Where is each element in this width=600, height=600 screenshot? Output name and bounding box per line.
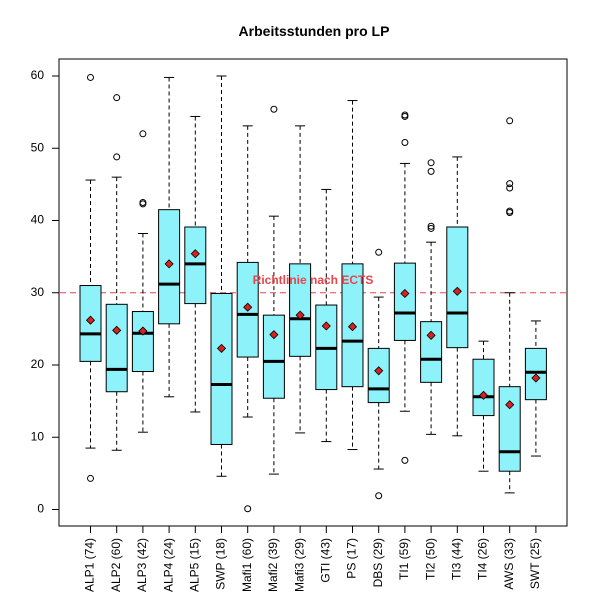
mean-marker: [243, 302, 253, 312]
mean-marker: [190, 249, 200, 259]
outlier-point: [270, 105, 278, 113]
box-iqr: [289, 263, 312, 357]
x-tick-label: TI1 (59): [397, 538, 411, 580]
box-iqr: [210, 292, 233, 445]
chart-title: Arbeitsstunden pro LP: [239, 23, 390, 39]
x-tick-label: ALP2 (60): [109, 538, 123, 592]
mean-marker: [85, 315, 96, 325]
mean-marker: [426, 330, 436, 340]
y-tick-label: 10: [31, 429, 45, 443]
x-tick-label: SWP (18): [214, 538, 228, 590]
mean-marker: [216, 343, 227, 353]
y-tick-label: 60: [31, 68, 45, 82]
mean-marker: [478, 390, 489, 400]
outlier-point: [506, 117, 514, 125]
outlier-point: [139, 130, 147, 138]
box-3: [131, 130, 154, 433]
y-tick-label: 50: [31, 140, 45, 154]
outlier-point: [401, 456, 409, 464]
x-tick-label: Mafi2 (39): [266, 538, 280, 592]
reference-line-label: Richtlinie nach ECTS: [253, 273, 374, 287]
y-tick-label: 20: [31, 357, 45, 371]
x-tick-label: ALP5 (15): [187, 538, 201, 592]
y-axis: 0 10 20 30 40 50 60: [31, 68, 60, 516]
y-tick-label: 30: [31, 285, 45, 299]
mean-marker: [347, 322, 358, 332]
mean-marker: [452, 286, 462, 296]
x-axis: ALP1 (74) ALP2 (60) ALP3 (42) ALP4 (24) ALP5…: [83, 525, 542, 592]
box-6: [210, 75, 233, 477]
x-tick-label: PS (17): [345, 538, 359, 579]
box-17: [498, 117, 521, 494]
outlier-point: [375, 248, 383, 256]
x-tick-label: TI4 (26): [476, 538, 490, 580]
outlier-point: [113, 153, 121, 161]
outlier-point: [401, 111, 409, 119]
mean-marker: [138, 326, 148, 336]
x-tick-label: ALP1 (74): [83, 538, 97, 592]
mean-marker: [295, 310, 305, 320]
outlier-point: [427, 167, 435, 175]
box-18: [524, 320, 547, 457]
x-tick-label: TI3 (44): [449, 538, 463, 580]
y-tick-label: 0: [37, 502, 44, 516]
box-iqr: [420, 321, 443, 383]
mean-marker: [531, 373, 541, 383]
x-tick-label: SWT (25): [528, 538, 542, 589]
y-tick-label: 40: [31, 213, 45, 227]
box-5: [184, 115, 207, 413]
box-11: [341, 100, 364, 451]
box-9: [289, 125, 312, 434]
outlier-point: [244, 505, 252, 513]
box-iqr: [393, 262, 416, 341]
box-iqr: [262, 314, 285, 399]
box-iqr: [472, 358, 495, 417]
x-tick-label: ALP4 (24): [161, 538, 175, 592]
outlier-point: [87, 474, 94, 482]
x-tick-label: AWS (33): [502, 538, 516, 590]
outlier-point: [427, 222, 435, 230]
x-tick-label: Mafi3 (29): [292, 538, 306, 592]
mean-marker: [321, 321, 331, 331]
x-tick-label: ALP3 (42): [135, 538, 149, 592]
mean-marker: [505, 400, 515, 410]
box-13: [393, 111, 416, 464]
box-14: [420, 159, 443, 435]
outlier-point: [427, 159, 435, 167]
box-15: [446, 156, 469, 437]
outlier-point: [87, 73, 94, 81]
mean-marker: [112, 325, 122, 335]
box-12: [367, 248, 390, 500]
outlier-point: [506, 184, 514, 192]
x-tick-label: Mafi1 (60): [240, 538, 254, 592]
boxes-group: [79, 73, 547, 513]
outlier-point: [506, 209, 514, 217]
outlier-point: [139, 200, 147, 208]
x-tick-label: TI2 (50): [423, 538, 437, 580]
box-10: [315, 188, 338, 443]
x-tick-label: GTI (43): [318, 538, 332, 583]
outlier-point: [427, 224, 435, 232]
mean-marker: [164, 259, 174, 269]
box-16: [472, 340, 495, 472]
box-8: [262, 105, 285, 475]
box-iqr: [367, 347, 390, 404]
outlier-point: [375, 492, 383, 500]
outlier-point: [113, 94, 121, 102]
box-iqr: [105, 303, 128, 393]
outlier-point: [401, 138, 409, 146]
mean-marker: [374, 366, 384, 376]
box-7: [236, 125, 259, 513]
box-2: [105, 94, 128, 451]
x-tick-label: DBS (29): [371, 538, 385, 587]
box-4: [158, 76, 181, 398]
mean-marker: [269, 330, 279, 340]
box-iqr: [131, 311, 154, 373]
box-1: [79, 73, 102, 482]
mean-marker: [400, 288, 410, 299]
box-iqr: [498, 386, 521, 472]
outlier-point: [506, 180, 514, 188]
